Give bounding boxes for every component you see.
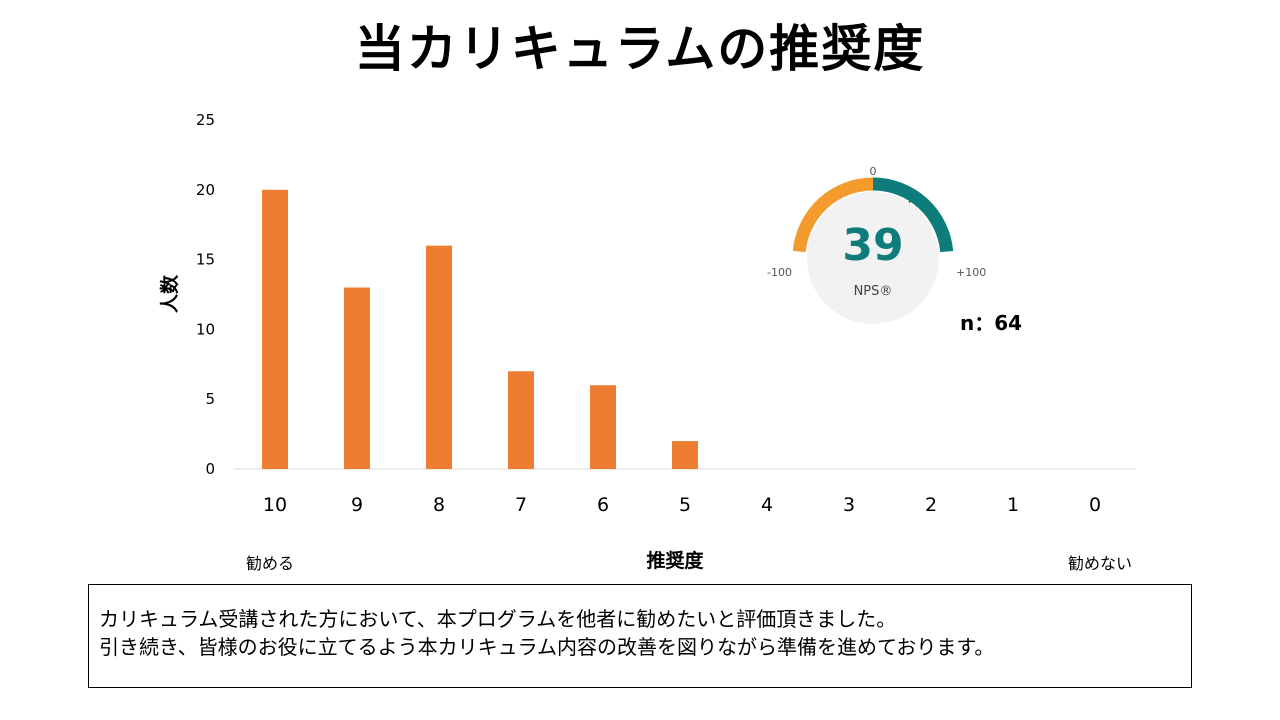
y-tick-label: 15 [196, 251, 215, 269]
x-tick-label: 8 [433, 494, 445, 516]
y-tick-label: 5 [205, 390, 215, 408]
x-tick-label: 4 [761, 494, 773, 516]
x-tick-label: 6 [597, 494, 609, 516]
y-tick-label: 0 [205, 460, 215, 478]
bar-6 [590, 385, 616, 469]
x-tick-label: 3 [843, 494, 855, 516]
bar-7 [508, 371, 534, 469]
y-tick-label: 10 [196, 320, 215, 338]
x-left-end-label: 勧める [246, 554, 295, 573]
chart-title: 当カリキュラムの推奨度 [354, 20, 926, 78]
bar-10 [262, 189, 288, 470]
gauge-min-label: -100 [767, 266, 792, 279]
x-tick-label: 7 [515, 494, 527, 516]
gauge-center [807, 192, 939, 324]
y-axis-label: 人数 [159, 275, 181, 314]
y-tick-label: 20 [196, 181, 215, 199]
x-right-end-label: 勧めない [1067, 554, 1132, 573]
comment-line-1: カリキュラム受講された方において、本プログラムを他者に勧めたいと評価頂きました。 [99, 607, 897, 631]
gauge-value: 39 [842, 220, 903, 271]
x-tick-label: 1 [1007, 494, 1019, 516]
y-axis: 0 5 10 15 20 25 [196, 111, 215, 478]
x-tick-label: 2 [925, 494, 937, 516]
bar-5 [672, 441, 698, 469]
nps-gauge: 39 NPS® -100 0 +100 [767, 165, 986, 324]
gauge-negative-arc [792, 177, 874, 253]
bar-9 [344, 287, 370, 469]
x-tick-label: 0 [1089, 494, 1101, 516]
x-tick-label: 10 [263, 494, 287, 516]
gauge-positive-arc [872, 177, 954, 253]
x-axis-label: 推奨度 [646, 550, 704, 572]
gauge-label: NPS® [854, 284, 893, 299]
y-tick-label: 25 [196, 111, 215, 129]
comment-line-2: 引き続き、皆様のお役に立てるよう本カリキュラム内容の改善を図りながら準備を進めて… [99, 635, 995, 659]
comment-box: カリキュラム受講された方において、本プログラムを他者に勧めたいと評価頂きました。… [88, 584, 1192, 688]
sample-size-label: n：64 [960, 311, 1023, 335]
bars-group [262, 189, 698, 470]
x-tick-label: 9 [351, 494, 363, 516]
gauge-mid-label: 0 [870, 165, 877, 178]
x-tick-label: 5 [679, 494, 691, 516]
bar-8 [426, 245, 452, 469]
gauge-max-label: +100 [956, 266, 986, 279]
x-axis: 10 9 8 7 6 5 4 3 2 1 0 [263, 494, 1101, 516]
gauge-pointer-icon [908, 188, 922, 204]
